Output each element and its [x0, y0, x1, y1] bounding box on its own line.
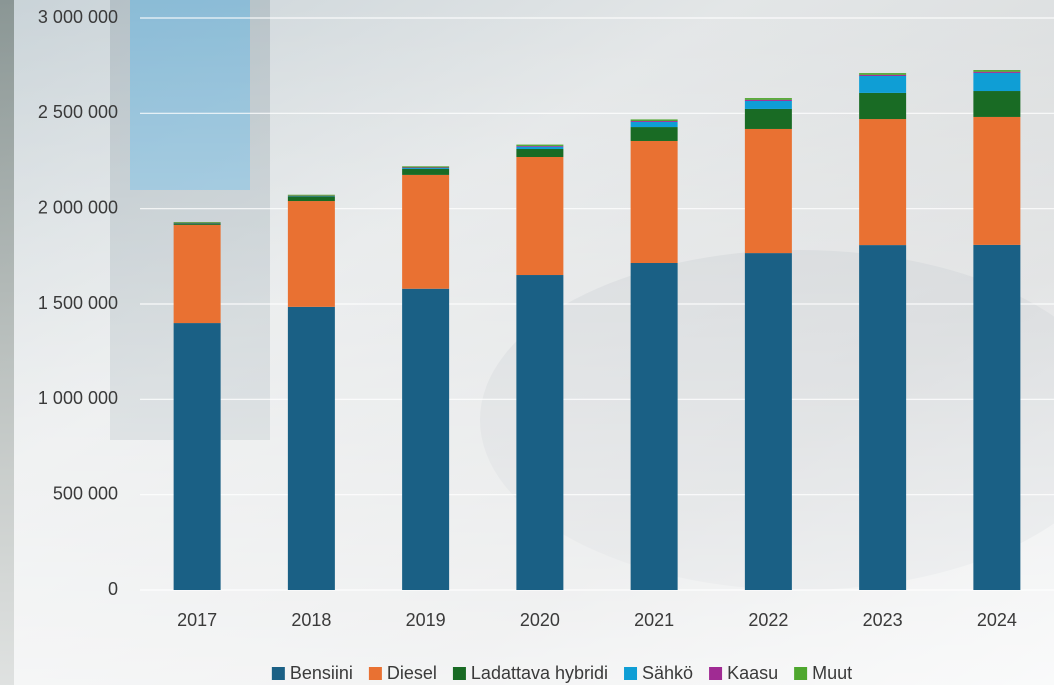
bar-segment — [516, 145, 564, 147]
bar-segment — [516, 146, 564, 149]
legend-label: Ladattava hybridi — [471, 663, 608, 683]
bar-segment — [516, 144, 564, 146]
y-tick-label: 0 — [108, 579, 118, 599]
bar-segment — [630, 140, 678, 264]
x-tick-label: 2020 — [520, 610, 560, 630]
x-tick-label: 2023 — [863, 610, 903, 630]
x-tick-label: 2019 — [406, 610, 446, 630]
bar-segment — [859, 92, 907, 120]
legend-label: Bensiini — [290, 663, 353, 683]
legend-swatch — [452, 667, 466, 680]
legend-swatch — [624, 667, 638, 680]
x-tick-label: 2018 — [291, 610, 331, 630]
x-tick-label: 2022 — [748, 610, 788, 630]
bar-segment — [859, 74, 907, 76]
bar-segment — [973, 72, 1021, 92]
bar-segment — [973, 91, 1021, 117]
legend: Bensiini Diesel Ladattava hybridi Sähkö Kaas… — [271, 663, 852, 683]
bar-segment — [744, 99, 792, 101]
bar-segment — [859, 119, 907, 246]
bar-segment — [630, 263, 678, 590]
bar-segment — [630, 127, 678, 141]
bar-segment — [287, 201, 335, 307]
bar-segment — [744, 253, 792, 591]
x-tick-label: 2017 — [177, 610, 217, 630]
bar-segment — [402, 167, 450, 169]
bar-segment — [173, 223, 221, 225]
bar-segment — [744, 128, 792, 254]
y-tick-label: 2 500 000 — [38, 102, 118, 122]
bar-segment — [630, 121, 678, 128]
legend-swatch — [271, 667, 285, 680]
x-tick-label: 2024 — [977, 610, 1017, 630]
bar-segment — [516, 156, 564, 276]
bar-segment — [287, 196, 335, 202]
legend-swatch — [709, 667, 723, 680]
bar-segment — [402, 288, 450, 590]
legend-label: Sähkö — [642, 663, 693, 683]
legend-swatch — [368, 667, 382, 680]
bar-segment — [173, 323, 221, 590]
bar-segment — [630, 120, 678, 122]
y-tick-label: 3 000 000 — [38, 7, 118, 27]
bar-segment — [973, 71, 1021, 73]
bar-segment — [630, 119, 678, 121]
legend-label: Kaasu — [727, 663, 778, 683]
bar-segment — [744, 108, 792, 129]
bar-segment — [516, 275, 564, 590]
bar-segment — [402, 168, 450, 170]
bar-segment — [402, 166, 450, 168]
bar-segment — [516, 148, 564, 157]
x-tick-label: 2021 — [634, 610, 674, 630]
bar-segment — [173, 222, 221, 223]
bar-segment — [287, 194, 335, 196]
bar-segment — [402, 174, 450, 289]
bar-segment — [859, 245, 907, 591]
bar-segment — [744, 98, 792, 100]
bar-segment — [973, 244, 1021, 591]
bar-segment — [402, 169, 450, 175]
bar-segment — [859, 75, 907, 93]
bar-segment — [973, 70, 1021, 72]
legend-label: Diesel — [387, 663, 437, 683]
y-tick-label: 1 000 000 — [38, 388, 118, 408]
bar-segment — [859, 73, 907, 75]
legend-swatch — [794, 667, 808, 680]
y-tick-label: 2 000 000 — [38, 197, 118, 217]
legend-label: Muut — [812, 663, 852, 683]
y-tick-label: 1 500 000 — [38, 293, 118, 313]
bar-segment — [173, 224, 221, 324]
y-tick-label: 500 000 — [53, 483, 118, 503]
bar-segment — [287, 306, 335, 590]
bar-segment — [973, 116, 1021, 245]
bar-segment — [744, 100, 792, 109]
